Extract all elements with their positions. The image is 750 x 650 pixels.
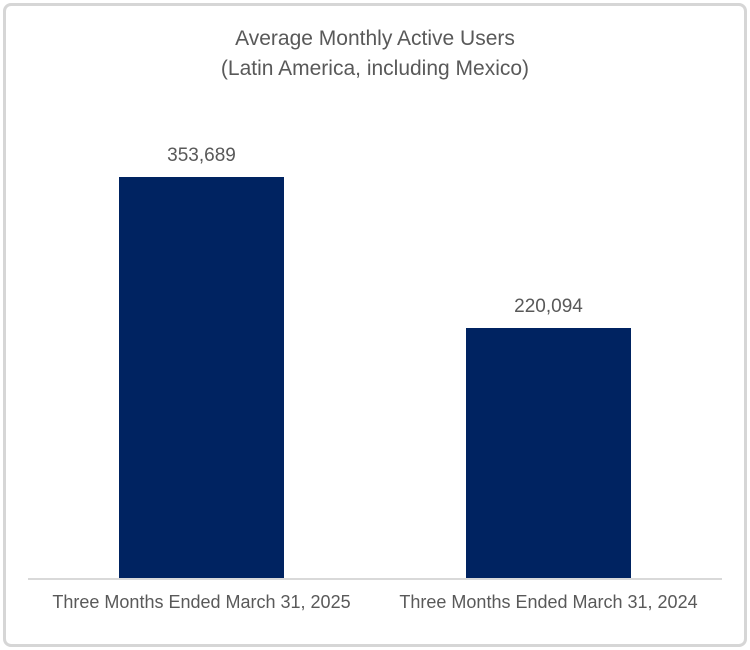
bar-2025 xyxy=(119,177,284,578)
x-axis-label-2025: Three Months Ended March 31, 2025 xyxy=(52,592,351,612)
data-label-2025: 353,689 xyxy=(167,145,236,166)
plot-area: 353,689 220,094 xyxy=(28,120,722,580)
chart-title: Average Monthly Active Users xyxy=(235,27,515,50)
bar-2024 xyxy=(466,328,631,578)
chart-title-block: Average Monthly Active Users (Latin Amer… xyxy=(0,24,750,84)
x-axis-labels: Three Months Ended March 31, 2025 Three … xyxy=(28,592,722,613)
x-axis-label-2024: Three Months Ended March 31, 2024 xyxy=(399,592,698,612)
bar-slot-2025: 353,689 xyxy=(28,120,375,578)
data-label-2024: 220,094 xyxy=(514,296,583,317)
chart-subtitle: (Latin America, including Mexico) xyxy=(220,57,530,80)
bar-slot-2024: 220,094 xyxy=(375,120,722,578)
